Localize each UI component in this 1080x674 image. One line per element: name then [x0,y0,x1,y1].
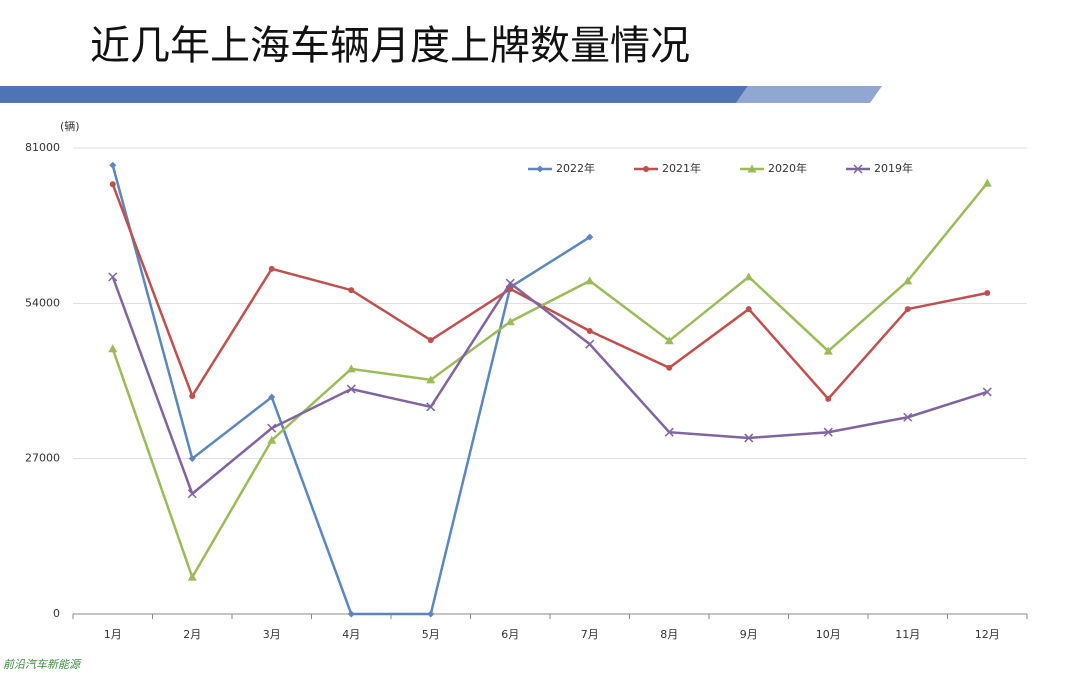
marker [187,489,197,499]
header-bar-accent [736,86,882,103]
x-tick-label: 10月 [816,628,841,641]
legend-label: 2019年 [874,161,913,175]
y-tick-label: 54000 [25,296,60,309]
marker [984,289,991,296]
marker [108,344,118,353]
marker [903,276,913,285]
marker [664,336,674,345]
marker [267,423,277,433]
marker [982,387,992,397]
x-tick-label: 2月 [183,628,201,641]
series-line [111,276,988,496]
marker [426,375,436,384]
marker [585,276,595,285]
marker [426,402,436,412]
marker [823,427,833,437]
series-line [111,182,989,581]
marker [982,178,992,187]
marker [585,339,595,349]
x-tick-label: 11月 [895,628,920,641]
marker [666,364,673,371]
marker [108,272,118,282]
marker [346,364,356,373]
marker [427,337,434,344]
x-tick-label: 8月 [660,628,678,641]
x-tick-label: 4月 [342,628,360,641]
y-tick-label: 0 [53,607,60,620]
y-unit: (辆) [60,119,80,133]
x-tick-label: 7月 [581,628,599,641]
legend-label: 2020年 [768,161,807,175]
x-tick-label: 12月 [975,628,1000,641]
watermark: 前沿汽车新能源 [3,658,82,671]
marker [505,317,515,326]
x-tick-label: 6月 [501,628,519,641]
marker [586,327,593,334]
marker [744,272,754,281]
chart-title: 近几年上海车辆月度上牌数量情况 [90,23,690,69]
marker [904,306,911,313]
marker [903,412,913,422]
marker [109,161,117,169]
marker [347,610,355,618]
legend-label: 2022年 [556,161,595,175]
marker [643,166,649,172]
marker [427,610,435,618]
x-tick-label: 5月 [422,628,440,641]
header-bar [0,86,748,103]
marker [747,164,757,173]
marker [268,393,276,401]
marker [745,306,752,313]
y-tick-label: 27000 [25,452,60,465]
x-tick-label: 3月 [263,628,281,641]
marker [744,433,754,443]
marker [664,427,674,437]
marker [853,164,863,174]
marker [187,572,197,581]
marker [825,395,832,402]
marker [586,233,594,241]
series-line [111,183,988,401]
marker [109,181,116,188]
marker [268,265,275,272]
marker [189,392,196,399]
marker [348,287,355,294]
marker [188,455,196,463]
marker [346,384,356,394]
marker [267,435,277,444]
marker [823,346,833,355]
x-tick-label: 1月 [104,628,122,641]
y-tick-label: 81000 [25,141,60,154]
marker [536,165,544,173]
marker [505,278,515,288]
x-tick-label: 9月 [740,628,758,641]
legend-label: 2021年 [662,161,701,175]
